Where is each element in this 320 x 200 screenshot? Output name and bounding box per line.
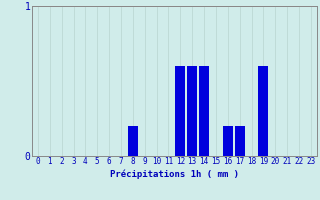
Bar — [258, 66, 268, 156]
Bar — [199, 66, 209, 156]
Bar — [128, 126, 138, 156]
X-axis label: Précipitations 1h ( mm ): Précipitations 1h ( mm ) — [110, 169, 239, 179]
Bar — [175, 66, 185, 156]
Bar — [235, 126, 245, 156]
Bar — [223, 126, 233, 156]
Bar — [187, 66, 197, 156]
